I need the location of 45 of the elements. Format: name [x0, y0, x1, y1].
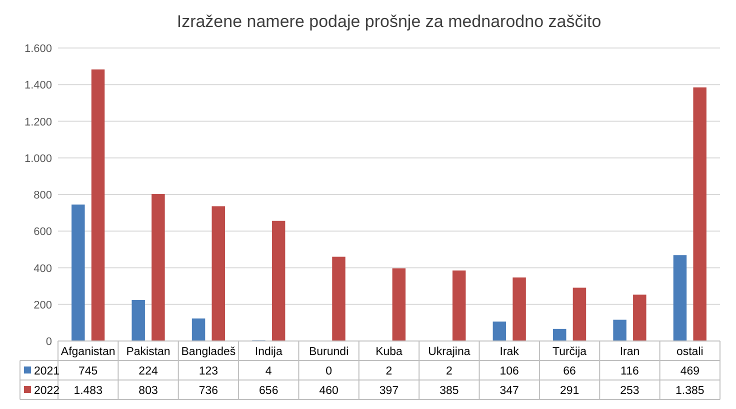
data-label: 224 [138, 366, 158, 378]
y-tick-label: 400 [34, 262, 52, 275]
y-tick-label: 1.200 [24, 116, 52, 128]
x-tick-label: Kuba [376, 346, 404, 358]
x-tick-label: Iran [620, 346, 640, 358]
data-label: 291 [560, 385, 580, 397]
x-tick-label: Irak [500, 346, 520, 358]
data-label: 460 [319, 385, 338, 397]
data-label: 469 [680, 366, 700, 378]
y-tick-label: 0 [46, 336, 52, 348]
x-tick-label: Afganistan [60, 346, 116, 358]
data-label: 385 [440, 385, 459, 397]
data-label: 347 [500, 385, 519, 397]
x-tick-label: Indija [254, 346, 283, 358]
data-label: 656 [259, 385, 278, 397]
x-tick-label: Bangladeš [181, 346, 236, 358]
y-tick-label: 1.000 [24, 152, 52, 165]
data-label: 1.483 [74, 385, 102, 397]
y-tick-label: 1.600 [24, 43, 52, 55]
x-tick-label: Turčija [552, 346, 588, 358]
x-tick-label: ostali [676, 346, 704, 358]
y-tick-label: 600 [34, 226, 52, 238]
x-tick-label: Pakistan [126, 346, 170, 358]
data-label: 253 [620, 385, 640, 397]
x-tick-label: Burundi [309, 346, 349, 358]
data-label: 803 [138, 385, 158, 397]
x-tick-label: Ukrajina [428, 346, 471, 358]
data-label: 397 [379, 385, 399, 397]
data-label: 106 [500, 366, 519, 378]
data-label: 0 [326, 366, 332, 378]
y-tick-label: 1.400 [24, 80, 52, 92]
data-label: 745 [78, 366, 98, 378]
data-label: 66 [563, 366, 576, 378]
data-label: 4 [265, 366, 272, 378]
chart-title: Izražene namere podaje prošnje za mednarodno zaščito [176, 12, 602, 31]
data-label: 2 [446, 366, 452, 378]
y-tick-label: 200 [34, 299, 52, 312]
legend-label: 2022 [34, 385, 60, 397]
legend-label: 2021 [34, 366, 60, 378]
data-label: 1.385 [676, 385, 704, 397]
y-tick-label: 800 [34, 190, 52, 202]
data-label: 2 [386, 366, 392, 378]
data-label: 123 [198, 366, 218, 378]
data-label: 736 [198, 385, 218, 397]
data-label: 116 [620, 366, 639, 378]
